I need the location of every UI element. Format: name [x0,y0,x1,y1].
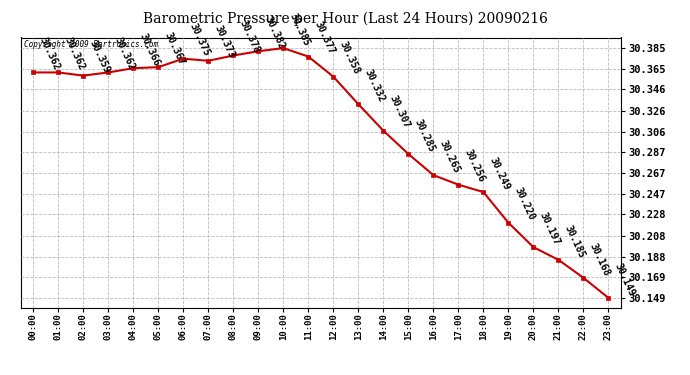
Text: 30.378: 30.378 [238,19,262,55]
Text: 30.358: 30.358 [338,40,362,76]
Text: 30.220: 30.220 [513,186,537,222]
Text: 30.168: 30.168 [588,241,612,278]
Text: 30.307: 30.307 [388,94,412,130]
Text: 30.385: 30.385 [288,11,312,48]
Text: 30.362: 30.362 [63,36,87,72]
Text: 30.149: 30.149 [613,261,637,297]
Text: 30.359: 30.359 [88,39,112,75]
Text: 30.382: 30.382 [263,15,287,51]
Text: 30.332: 30.332 [363,68,387,104]
Text: 30.285: 30.285 [413,117,437,153]
Text: Barometric Pressure per Hour (Last 24 Hours) 20090216: Barometric Pressure per Hour (Last 24 Ho… [143,11,547,26]
Text: 30.375: 30.375 [188,22,212,58]
Text: 30.366: 30.366 [138,32,161,68]
Text: 30.185: 30.185 [563,223,587,260]
Text: 30.265: 30.265 [438,138,462,175]
Text: Copyright 2009 Bartronics.com: Copyright 2009 Bartronics.com [23,40,158,49]
Text: 30.362: 30.362 [38,36,61,72]
Text: 30.249: 30.249 [488,155,512,192]
Text: 30.373: 30.373 [213,24,237,60]
Text: 30.367: 30.367 [163,30,187,67]
Text: 30.197: 30.197 [538,210,562,247]
Text: 30.256: 30.256 [463,148,487,184]
Text: 30.362: 30.362 [112,36,137,72]
Text: 30.377: 30.377 [313,20,337,56]
